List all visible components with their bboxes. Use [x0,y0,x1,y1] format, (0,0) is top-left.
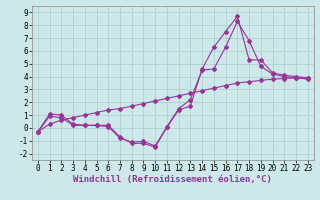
X-axis label: Windchill (Refroidissement éolien,°C): Windchill (Refroidissement éolien,°C) [73,175,272,184]
